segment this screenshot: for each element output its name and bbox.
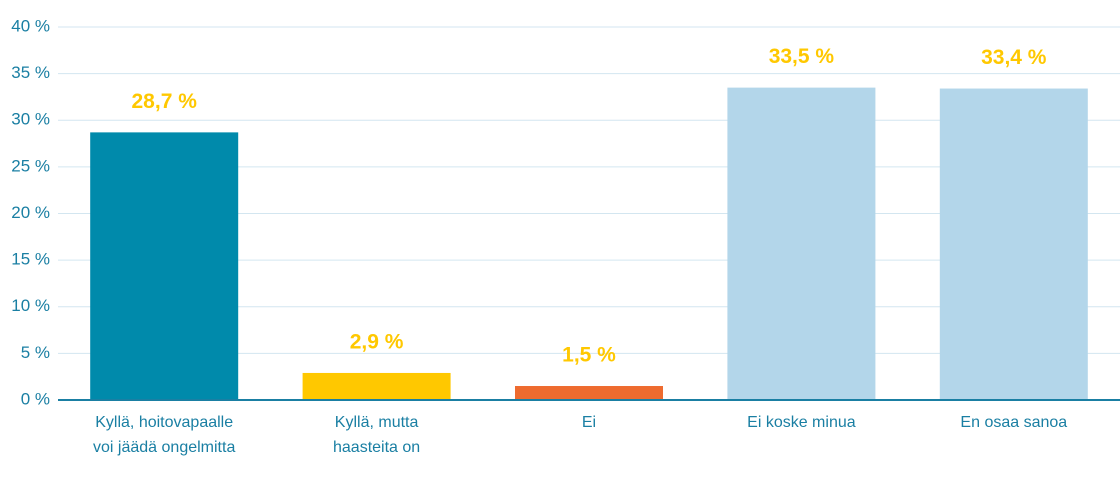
y-tick-label: 15 % [11, 250, 50, 269]
y-tick-label: 25 % [11, 156, 50, 175]
bar [302, 372, 451, 400]
y-tick-label: 10 % [11, 296, 50, 315]
value-label: 33,4 % [981, 46, 1047, 69]
y-tick-label: 0 % [21, 389, 50, 408]
value-label: 33,5 % [769, 45, 835, 68]
bar [727, 87, 876, 401]
x-tick-label: Ei koske minua [747, 414, 856, 431]
y-tick-label: 30 % [11, 110, 50, 129]
value-label: 1,5 % [562, 344, 616, 367]
x-tick-label: Ei [581, 414, 597, 431]
value-label: 2,9 % [350, 331, 404, 354]
bar [515, 386, 663, 400]
x-tick-label: En osaa sanoa [960, 414, 1068, 431]
x-tick-label: Kyllä, mutta haasteita on [333, 414, 421, 456]
value-label: 28,7 % [132, 90, 198, 113]
y-tick-label: 5 % [21, 343, 50, 362]
x-tick-label: Kyllä, hoitovapaalle voi jäädä ongelmitt… [93, 414, 236, 456]
bar [90, 132, 239, 400]
y-tick-label: 35 % [11, 63, 50, 82]
bar [939, 88, 1088, 401]
y-tick-label: 20 % [11, 203, 50, 222]
y-tick-label: 40 % [11, 16, 50, 35]
